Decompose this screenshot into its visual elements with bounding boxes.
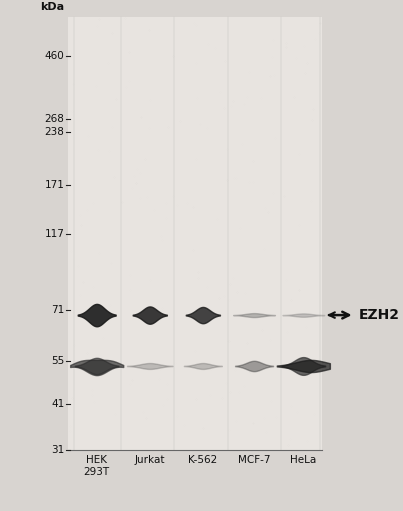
Text: 41: 41 [51, 399, 64, 409]
Text: HEK
293T: HEK 293T [84, 455, 110, 477]
Text: 31: 31 [51, 445, 64, 455]
Text: EZH2: EZH2 [358, 308, 399, 322]
Bar [68, 17, 322, 450]
Text: Jurkat: Jurkat [135, 455, 165, 465]
Text: MCF-7: MCF-7 [238, 455, 270, 465]
Text: 171: 171 [45, 180, 64, 190]
Text: 238: 238 [45, 127, 64, 137]
Text: 117: 117 [45, 228, 64, 239]
Text: kDa: kDa [40, 3, 64, 12]
Text: HeLa: HeLa [290, 455, 316, 465]
Text: 460: 460 [45, 51, 64, 61]
Text: 268: 268 [45, 114, 64, 124]
Text: 55: 55 [51, 356, 64, 366]
Text: K-562: K-562 [188, 455, 218, 465]
Text: 71: 71 [51, 305, 64, 315]
